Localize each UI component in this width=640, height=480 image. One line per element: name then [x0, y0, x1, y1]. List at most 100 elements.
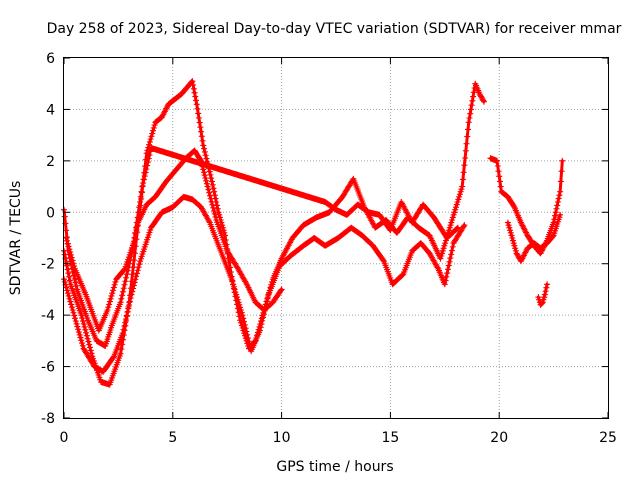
data-point [130, 282, 137, 289]
data-point [66, 277, 73, 284]
data-point [64, 266, 71, 273]
series-trace-late-lower [504, 211, 564, 265]
data-point [106, 298, 113, 305]
data-point [131, 235, 138, 241]
data-point [198, 133, 205, 140]
chart-title: Day 258 of 2023, Sidereal Day-to-day VTE… [47, 21, 622, 37]
data-point [136, 204, 143, 211]
data-point [210, 207, 217, 214]
data-point [214, 202, 221, 209]
x-tick-label: 25 [599, 430, 617, 446]
data-point [456, 193, 463, 200]
data-point [459, 176, 466, 183]
data-point [192, 93, 199, 100]
data-point [112, 278, 119, 285]
data-point [541, 294, 548, 301]
y-tick-label: 4 [46, 102, 55, 118]
data-point [228, 276, 235, 283]
data-point [446, 224, 453, 231]
data-point [70, 309, 77, 316]
data-point [195, 110, 202, 117]
data-point [82, 326, 89, 333]
y-tick-label: -8 [41, 411, 55, 427]
data-point [238, 309, 245, 316]
data-point [467, 106, 474, 113]
data-point [446, 258, 453, 265]
data-point [107, 295, 114, 302]
data-point [229, 278, 236, 285]
data-point [445, 262, 452, 269]
data-point [105, 304, 112, 311]
data-point [111, 281, 118, 288]
data-point [70, 260, 77, 267]
data-point [64, 290, 71, 297]
data-point [512, 245, 519, 252]
x-tick-label: 0 [60, 430, 69, 446]
data-point [277, 287, 284, 294]
data-point [457, 188, 464, 195]
data-point [147, 136, 154, 143]
data-point [145, 155, 152, 162]
data-point [198, 128, 205, 135]
data-point [136, 261, 143, 268]
data-point [461, 222, 468, 229]
data-point [496, 178, 503, 185]
data-point [202, 152, 209, 159]
data-point [208, 198, 215, 205]
data-point [71, 312, 78, 319]
data-point [64, 287, 71, 294]
data-point [110, 354, 117, 361]
data-point [193, 101, 200, 108]
data-point [208, 175, 215, 182]
data-point [468, 102, 475, 109]
data-point [143, 166, 150, 173]
data-point [75, 329, 82, 336]
data-point [263, 301, 270, 308]
data-point [467, 110, 474, 117]
data-point [380, 257, 387, 264]
data-point [202, 175, 209, 181]
data-point [212, 213, 219, 220]
data-point [449, 214, 456, 221]
data-point [233, 291, 240, 298]
data-point [205, 186, 212, 193]
data-point [507, 227, 514, 234]
data-point [129, 271, 136, 278]
data-point [63, 284, 70, 291]
data-point [63, 235, 70, 241]
data-point [146, 152, 153, 159]
data-point [236, 301, 243, 308]
data-point [110, 284, 117, 291]
data-point [121, 281, 128, 288]
data-point [69, 307, 76, 313]
data-point [133, 224, 140, 231]
data-point [106, 301, 113, 308]
data-point [110, 287, 117, 294]
data-point [439, 247, 446, 254]
data-point [197, 124, 204, 131]
data-point [148, 133, 155, 140]
data-point [449, 243, 456, 250]
data-point [511, 242, 518, 249]
data-point [104, 307, 111, 313]
data-point [207, 195, 214, 202]
data-point [206, 218, 213, 225]
series-layer [61, 78, 566, 388]
data-point [64, 240, 71, 247]
data-point [130, 285, 137, 292]
data-point [83, 329, 90, 336]
data-point [72, 279, 79, 286]
data-point [200, 169, 207, 176]
data-point [237, 307, 244, 313]
data-point [61, 213, 68, 220]
data-point [133, 219, 140, 226]
data-point [451, 209, 458, 216]
data-point [74, 323, 81, 330]
data-point [462, 155, 469, 161]
data-point [67, 249, 74, 256]
data-point [79, 342, 86, 349]
data-point [459, 183, 466, 190]
data-point [447, 222, 454, 229]
data-point [81, 323, 88, 330]
data-point [540, 296, 547, 303]
